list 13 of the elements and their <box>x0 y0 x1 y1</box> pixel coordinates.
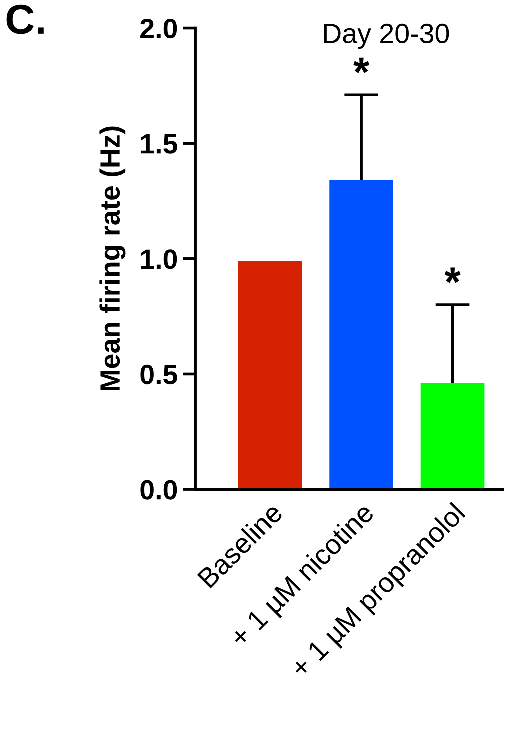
annotation: * <box>354 58 370 74</box>
text: C. <box>6 4 44 34</box>
y-axis-title: Mean firing rate (Hz) <box>100 126 126 391</box>
y-tick-label: 1.5 <box>141 134 178 154</box>
y-tick-label: 1.0 <box>141 250 178 270</box>
annotation: * <box>444 268 461 284</box>
y-tick-label: 2.0 <box>140 18 178 39</box>
y-tick-label: 0.5 <box>140 364 178 385</box>
bar <box>420 383 485 490</box>
bar <box>238 261 302 490</box>
chart-title: Day 20-30 <box>324 24 450 50</box>
y-tick-label: 0.0 <box>140 480 178 500</box>
bar <box>330 180 394 490</box>
